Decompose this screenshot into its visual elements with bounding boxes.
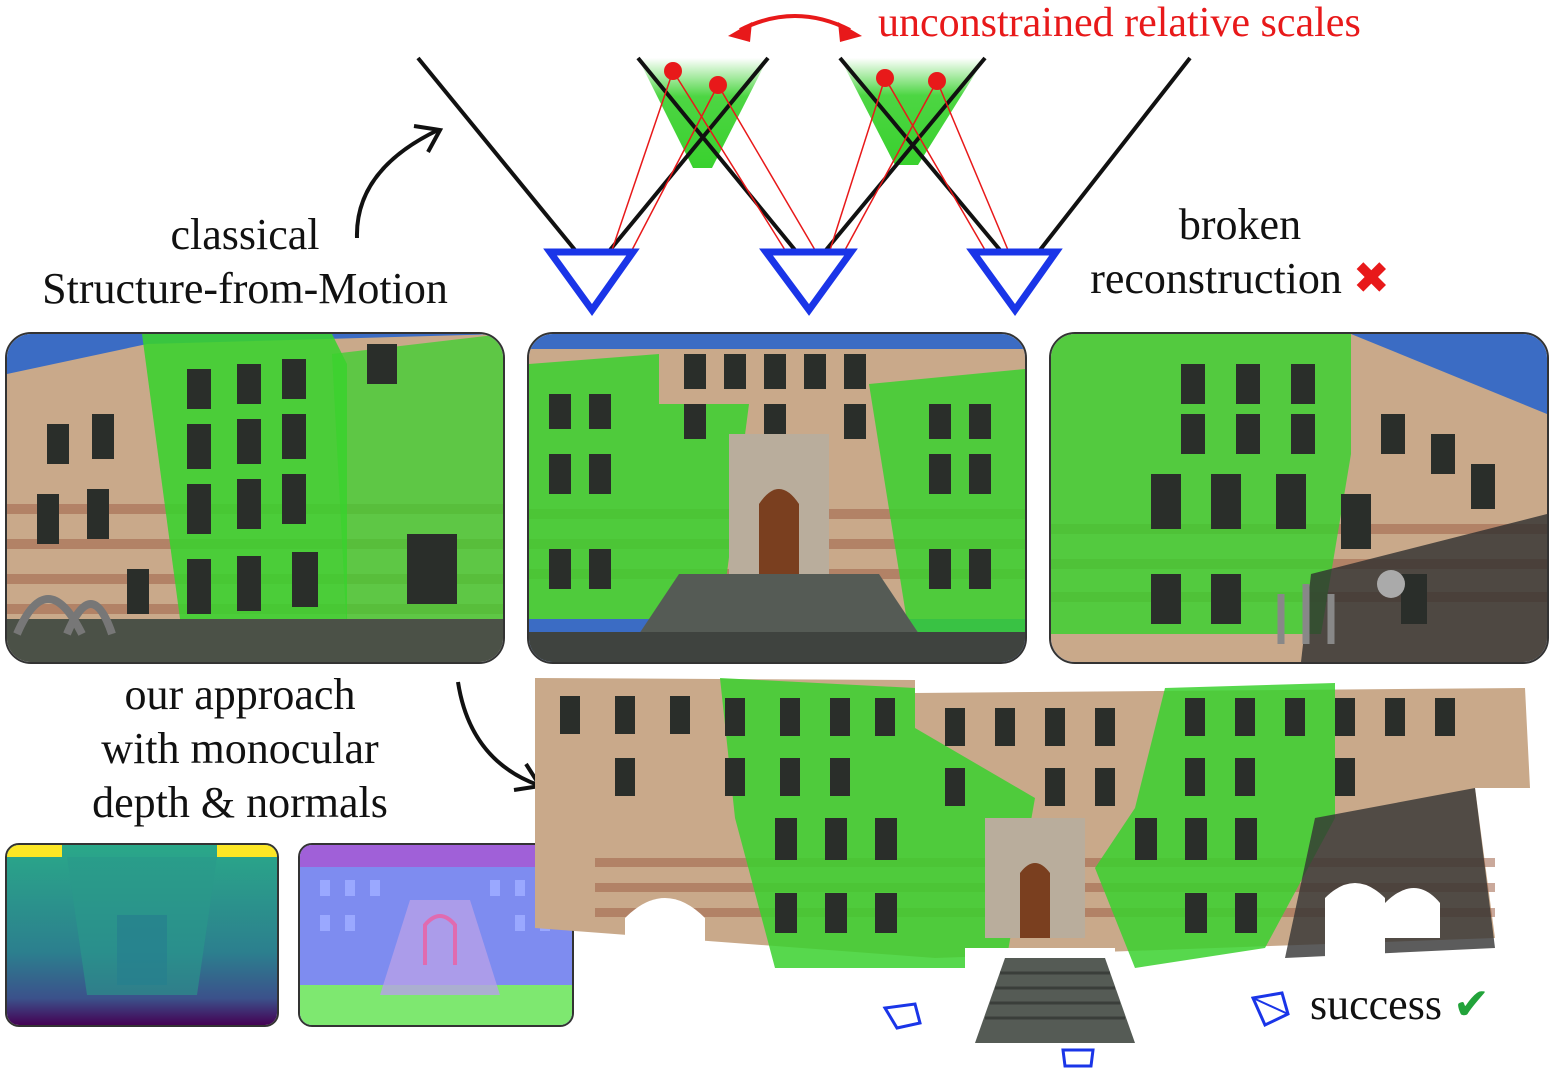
- reconstructed-camera-1-icon: [882, 1002, 922, 1030]
- broken-label: broken reconstruction ✖: [1060, 198, 1420, 306]
- classical-label: classical Structure-from-Motion: [0, 208, 490, 316]
- input-photo-right: [1049, 332, 1549, 664]
- classical-line-1: classical: [170, 210, 320, 259]
- broken-line-2-text: reconstruction: [1090, 254, 1342, 303]
- cross-icon: ✖: [1352, 253, 1390, 304]
- camera-2-icon: [759, 248, 858, 316]
- camera-1-icon: [543, 248, 640, 317]
- approach-line-3: depth & normals: [92, 778, 388, 827]
- top-annotation: unconstrained relative scales: [878, 0, 1361, 46]
- fused-reconstruction: [535, 668, 1545, 1068]
- normal-map-thumbnail: [298, 843, 574, 1027]
- input-photo-left: [5, 332, 505, 664]
- success-text: success: [1310, 980, 1442, 1029]
- frustum-lines: [416, 56, 1192, 252]
- classical-arrow: [354, 128, 439, 239]
- scale-arrow-head-left: [728, 22, 752, 42]
- observation-rays: [611, 70, 1009, 251]
- approach-label: our approach with monocular depth & norm…: [20, 668, 460, 830]
- reconstructed-camera-2-icon: [1061, 1048, 1095, 1068]
- broken-line-2: reconstruction ✖: [1060, 252, 1420, 306]
- overlap-region-right: [840, 58, 985, 165]
- depth-map-thumbnail: [5, 843, 279, 1027]
- scale-double-arrow: [739, 14, 851, 32]
- classical-line-2: Structure-from-Motion: [42, 264, 448, 313]
- camera-icons: [543, 248, 1063, 317]
- classical-arrow-head: [413, 124, 444, 153]
- camera-3-icon: [966, 248, 1063, 317]
- sfm-diagram: [354, 14, 1192, 317]
- approach-line-1: our approach: [124, 670, 356, 719]
- approach-line-2: with monocular: [101, 724, 379, 773]
- input-photo-center: [527, 332, 1027, 664]
- broken-line-1: broken: [1178, 200, 1302, 249]
- checkmark-icon: ✔: [1452, 979, 1490, 1030]
- triangulated-points: [664, 62, 946, 94]
- scale-arrow-head-right: [838, 22, 862, 42]
- success-label: success ✔: [1310, 978, 1490, 1032]
